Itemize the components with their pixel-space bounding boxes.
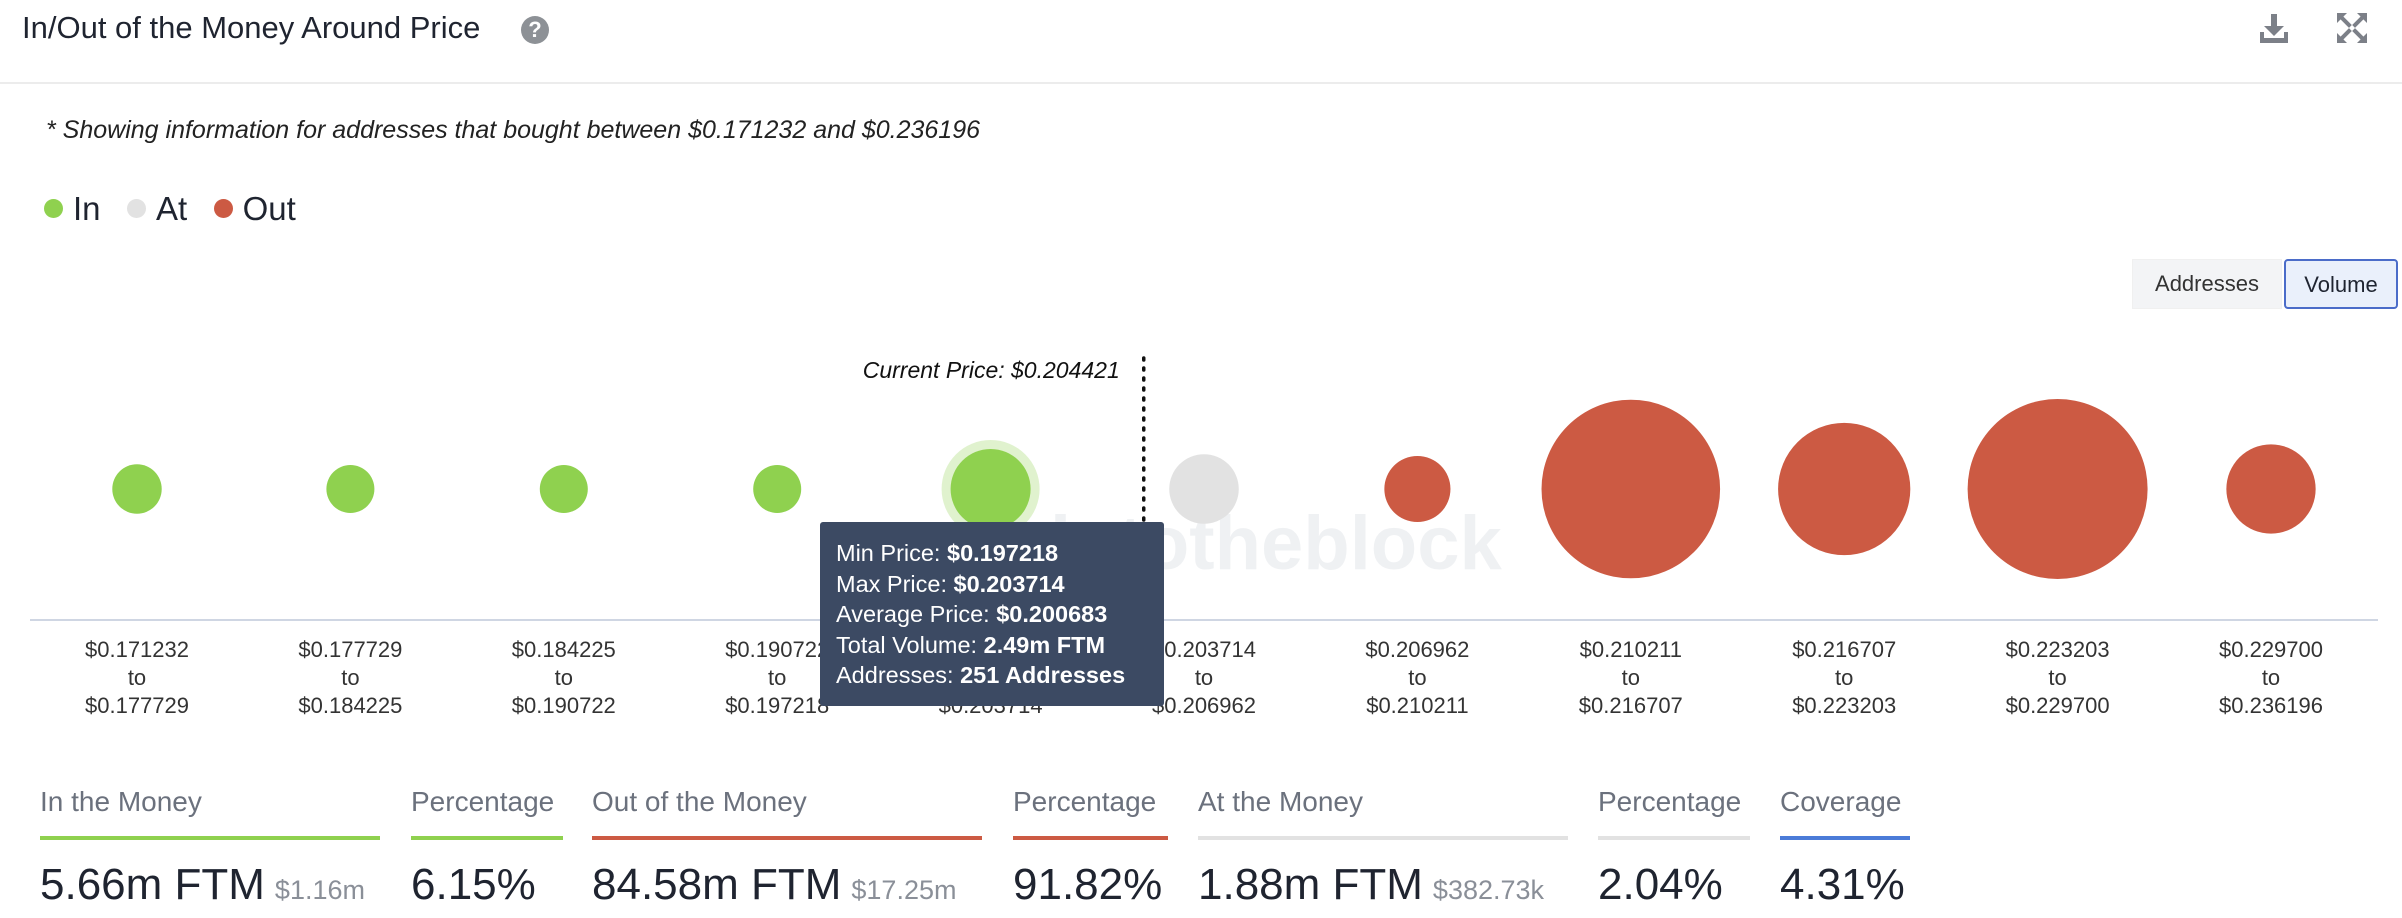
bin-range-label: $0.203714 (1152, 637, 1256, 662)
stat-bar (40, 836, 380, 840)
legend-dot-in-icon (44, 198, 63, 218)
bin-range-label: $0.190722 (725, 637, 829, 662)
addresses-toggle-button[interactable]: Addresses (2132, 259, 2282, 309)
bin-range-label: $0.216707 (1579, 693, 1683, 718)
stat-coverage: Coverage 4.31% (1780, 786, 1910, 910)
stat-value: 84.58m FTM $17.25m (592, 860, 957, 909)
legend-item-in[interactable]: In (44, 190, 101, 228)
stat-bar (1598, 836, 1750, 840)
bubble-out[interactable] (1384, 455, 1451, 523)
tooltip-row-avg: Average Price: $0.200683 (836, 601, 1108, 627)
stat-label: Percentage (1013, 786, 1157, 817)
bin-range-label: to (1622, 665, 1640, 690)
stat-value: 91.82% (1013, 860, 1163, 909)
expand-icon[interactable] (2334, 10, 2370, 46)
bin-tooltip: Min Price: $0.197218 Max Price: $0.20371… (820, 522, 1164, 706)
stat-label: Coverage (1780, 786, 1902, 817)
bubble-out[interactable] (2226, 444, 2316, 534)
bin-range-label: $0.206962 (1365, 637, 1469, 662)
bin-range-label: $0.206962 (1152, 693, 1256, 718)
tooltip-row-volume: Total Volume: 2.49m FTM (836, 631, 1106, 658)
bin-range-label: $0.210211 (1580, 637, 1682, 662)
bin-range-label: $0.171232 (85, 637, 189, 662)
bin-range-label: to (768, 665, 786, 690)
bin-range-label: $0.216707 (1792, 637, 1896, 662)
bubble-out[interactable] (1967, 399, 2148, 579)
bubble-out[interactable] (1778, 422, 1911, 556)
bin-range-label: $0.223203 (1792, 693, 1896, 718)
download-icon[interactable] (2256, 10, 2292, 46)
legend-item-out[interactable]: Out (213, 190, 296, 228)
bubble-in[interactable] (950, 448, 1031, 530)
current-price-label: Current Price: $0.204421 (863, 357, 1120, 383)
bubble-in[interactable] (539, 465, 588, 513)
tooltip-row-max: Max Price: $0.203714 (836, 570, 1065, 597)
stat-at-percentage: Percentage 2.04% (1598, 786, 1750, 910)
bubble-in[interactable] (753, 465, 802, 513)
bin-range-label: $0.236196 (2219, 693, 2323, 718)
stat-label: Percentage (411, 786, 555, 817)
bin-range-label: to (341, 665, 359, 690)
bin-range-label: to (555, 665, 573, 690)
legend: In At Out (44, 190, 318, 228)
stat-bar (1780, 836, 1910, 840)
bin-range-label: to (1835, 665, 1853, 690)
legend-dot-out-icon (213, 198, 233, 218)
bin-range-label: to (2048, 665, 2066, 690)
range-note: * Showing information for addresses that… (46, 116, 981, 144)
stat-value: 2.04% (1598, 860, 1723, 909)
stat-bar (592, 836, 982, 840)
bin-range-label: $0.229700 (2006, 693, 2110, 718)
stat-label: At the Money (1198, 786, 1363, 817)
chart-header: In/Out of the Money Around Price ? (0, 0, 2402, 84)
bin-range-label: $0.184225 (512, 637, 616, 662)
stat-value: 5.66m FTM $1.16m (40, 860, 365, 909)
bin-range-label: $0.184225 (298, 693, 402, 718)
stat-bar (1198, 836, 1568, 840)
page-title: In/Out of the Money Around Price (22, 10, 481, 45)
legend-label-at: At (155, 190, 188, 227)
legend-label-in: In (73, 190, 101, 227)
stat-out-percentage: Percentage 91.82% (1013, 786, 1168, 910)
bin-range-label: $0.177729 (298, 637, 402, 662)
bubble-out[interactable] (1541, 399, 1721, 579)
tooltip-row-min: Min Price: $0.197218 (836, 540, 1059, 566)
legend-item-at[interactable]: At (126, 190, 188, 228)
bin-range-label: $0.223203 (2006, 637, 2110, 662)
stat-in-money: In the Money 5.66m FTM $1.16m (40, 786, 380, 910)
bin-range-label: to (1408, 665, 1426, 690)
legend-label-out: Out (242, 190, 296, 227)
bubble-in[interactable] (326, 465, 375, 513)
bubble-chart: Current Price: $0.204421 $0.171232 to $0.17… (30, 356, 2378, 718)
summary-stats: In the Money 5.66m FTM $1.16m Percentage … (0, 786, 2402, 918)
tooltip-row-addresses: Addresses: 251 Addresses (836, 662, 1126, 688)
stat-label: Percentage (1598, 786, 1742, 817)
bin-range-label: to (1195, 665, 1213, 690)
stat-value: 4.31% (1780, 860, 1905, 909)
bin-range-label: $0.229700 (2219, 637, 2323, 662)
stat-value: 6.15% (411, 860, 536, 909)
stat-out-money: Out of the Money 84.58m FTM $17.25m (592, 786, 982, 910)
stat-label: Out of the Money (592, 786, 807, 817)
bin-range-label: $0.177729 (85, 693, 189, 718)
bin-range-label: $0.210211 (1366, 693, 1468, 718)
bin-range-label: to (2262, 665, 2280, 690)
bubble-at[interactable] (1169, 454, 1239, 524)
stat-at-money: At the Money 1.88m FTM $382.73k (1198, 786, 1568, 910)
bin-range-label: $0.197218 (725, 693, 829, 718)
bin-range-label: $0.190722 (512, 693, 616, 718)
stat-bar (1013, 836, 1168, 840)
bubble-in[interactable] (112, 464, 162, 514)
volume-toggle-button[interactable]: Volume (2284, 259, 2398, 309)
stat-value: 1.88m FTM $382.73k (1198, 860, 1545, 909)
legend-dot-at-icon (126, 198, 146, 218)
stat-in-percentage: Percentage 6.15% (411, 786, 563, 910)
stat-label: In the Money (40, 786, 202, 817)
stat-bar (411, 836, 563, 840)
bin-range-label: to (128, 665, 146, 690)
question-circle-icon[interactable]: ? (521, 16, 549, 44)
